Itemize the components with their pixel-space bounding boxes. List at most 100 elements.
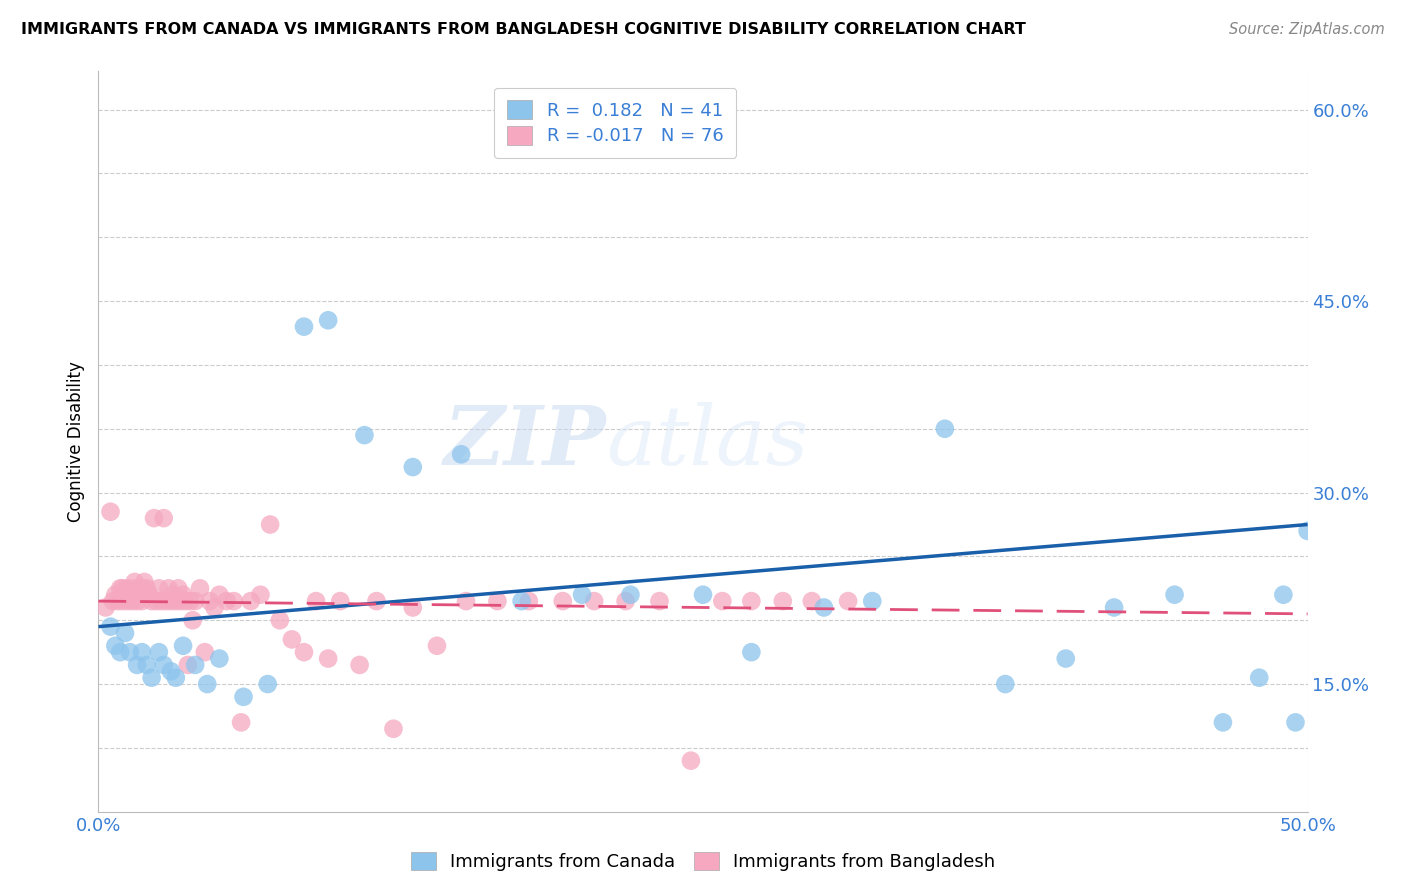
- Point: [181, 613, 204, 627]
- Point: [316, 313, 339, 327]
- Text: ZIP: ZIP: [444, 401, 606, 482]
- Point: [800, 594, 823, 608]
- Point: [104, 588, 127, 602]
- Point: [167, 582, 190, 596]
- Point: [517, 594, 540, 608]
- Point: [117, 582, 139, 596]
- Point: [1163, 588, 1185, 602]
- Point: [1102, 600, 1125, 615]
- Point: [104, 639, 127, 653]
- Point: [349, 657, 371, 672]
- Point: [134, 574, 156, 589]
- Point: [124, 574, 146, 589]
- Legend: R =  0.182   N = 41, R = -0.017   N = 76: R = 0.182 N = 41, R = -0.017 N = 76: [495, 87, 737, 158]
- Point: [316, 651, 339, 665]
- Point: [249, 588, 271, 602]
- Point: [208, 651, 231, 665]
- Point: [1272, 588, 1295, 602]
- Point: [141, 671, 163, 685]
- Point: [194, 645, 217, 659]
- Y-axis label: Cognitive Disability: Cognitive Disability: [66, 361, 84, 522]
- Point: [208, 588, 231, 602]
- Point: [145, 594, 167, 608]
- Point: [157, 582, 180, 596]
- Point: [179, 594, 201, 608]
- Point: [292, 645, 315, 659]
- Point: [162, 588, 184, 602]
- Point: [131, 582, 153, 596]
- Point: [172, 588, 194, 602]
- Point: [111, 582, 134, 596]
- Point: [353, 428, 375, 442]
- Point: [101, 594, 124, 608]
- Point: [329, 594, 352, 608]
- Point: [150, 594, 173, 608]
- Point: [114, 588, 136, 602]
- Point: [155, 594, 177, 608]
- Point: [184, 594, 207, 608]
- Point: [994, 677, 1017, 691]
- Text: IMMIGRANTS FROM CANADA VS IMMIGRANTS FROM BANGLADESH COGNITIVE DISABILITY CORREL: IMMIGRANTS FROM CANADA VS IMMIGRANTS FRO…: [21, 22, 1026, 37]
- Point: [1212, 715, 1234, 730]
- Point: [100, 619, 122, 633]
- Point: [177, 657, 200, 672]
- Point: [165, 671, 187, 685]
- Point: [305, 594, 328, 608]
- Point: [740, 645, 762, 659]
- Point: [100, 505, 122, 519]
- Point: [232, 690, 254, 704]
- Point: [426, 639, 449, 653]
- Point: [111, 594, 134, 608]
- Point: [860, 594, 883, 608]
- Point: [172, 639, 194, 653]
- Point: [143, 511, 166, 525]
- Point: [450, 447, 472, 461]
- Point: [165, 594, 187, 608]
- Point: [259, 517, 281, 532]
- Point: [117, 594, 139, 608]
- Point: [366, 594, 388, 608]
- Point: [239, 594, 262, 608]
- Point: [571, 588, 593, 602]
- Point: [188, 582, 211, 596]
- Point: [229, 715, 252, 730]
- Point: [204, 600, 226, 615]
- Point: [108, 582, 131, 596]
- Point: [292, 319, 315, 334]
- Point: [222, 594, 245, 608]
- Point: [813, 600, 835, 615]
- Point: [256, 677, 278, 691]
- Point: [269, 613, 291, 627]
- Point: [1054, 651, 1077, 665]
- Point: [121, 594, 143, 608]
- Point: [160, 594, 183, 608]
- Point: [152, 511, 174, 525]
- Point: [614, 594, 637, 608]
- Point: [772, 594, 794, 608]
- Text: Source: ZipAtlas.com: Source: ZipAtlas.com: [1229, 22, 1385, 37]
- Point: [135, 657, 157, 672]
- Point: [486, 594, 509, 608]
- Point: [131, 645, 153, 659]
- Point: [184, 657, 207, 672]
- Point: [107, 594, 129, 608]
- Point: [118, 588, 141, 602]
- Point: [108, 645, 131, 659]
- Point: [215, 594, 238, 608]
- Point: [141, 594, 163, 608]
- Legend: Immigrants from Canada, Immigrants from Bangladesh: Immigrants from Canada, Immigrants from …: [404, 845, 1002, 879]
- Point: [648, 594, 671, 608]
- Point: [692, 588, 714, 602]
- Point: [148, 645, 170, 659]
- Point: [152, 657, 174, 672]
- Point: [1296, 524, 1319, 538]
- Point: [195, 677, 218, 691]
- Point: [740, 594, 762, 608]
- Point: [127, 657, 149, 672]
- Text: atlas: atlas: [606, 401, 808, 482]
- Point: [135, 582, 157, 596]
- Point: [382, 722, 405, 736]
- Point: [837, 594, 859, 608]
- Point: [118, 645, 141, 659]
- Point: [619, 588, 641, 602]
